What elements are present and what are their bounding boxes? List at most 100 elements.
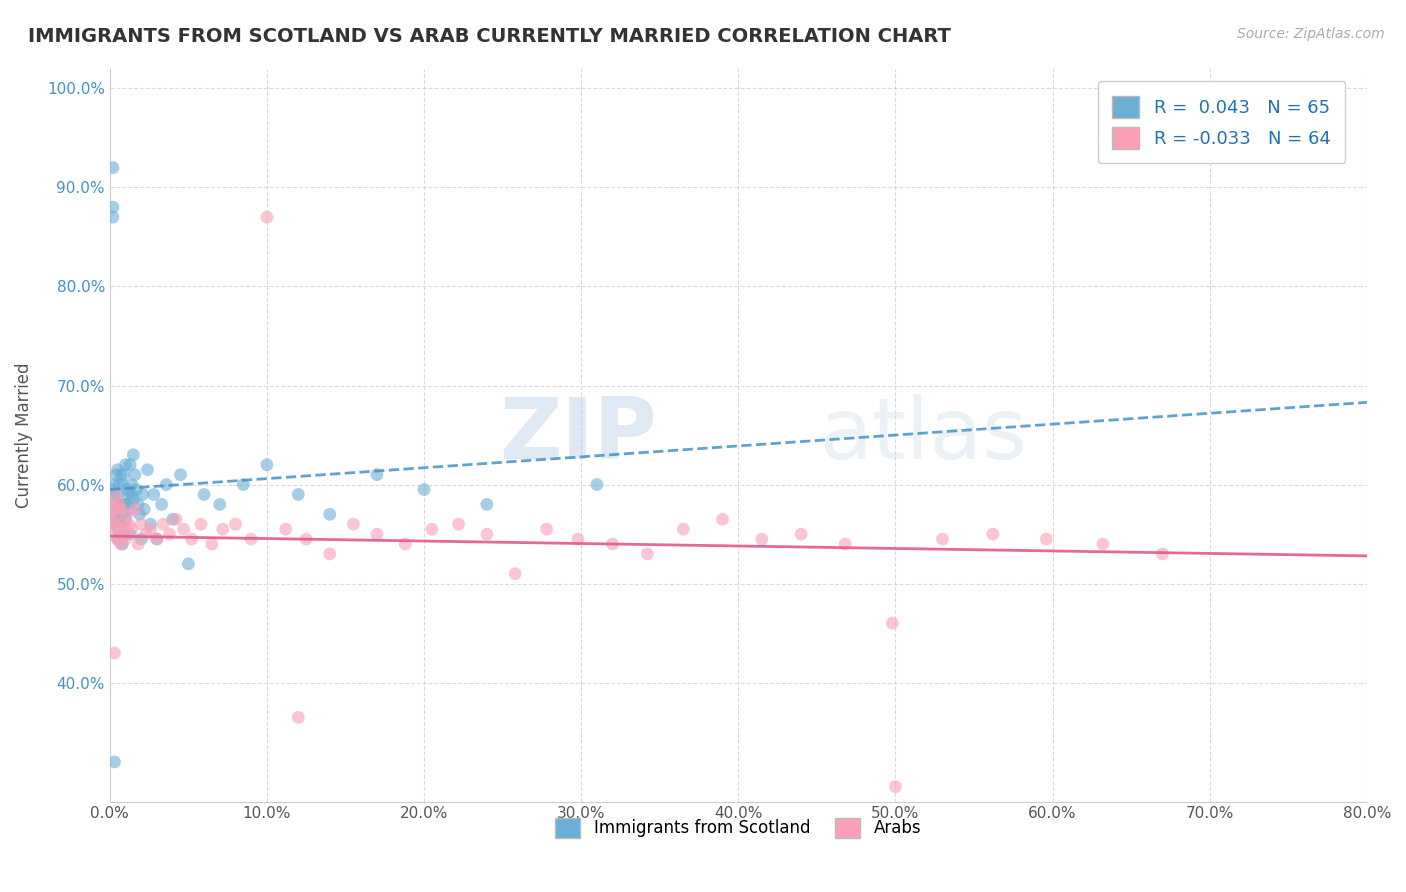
Point <box>224 517 246 532</box>
Point <box>107 508 129 522</box>
Point <box>602 537 624 551</box>
Point <box>107 463 129 477</box>
Point <box>111 477 134 491</box>
Point <box>475 497 498 511</box>
Point <box>101 200 124 214</box>
Point <box>107 532 129 546</box>
Point <box>111 508 134 522</box>
Point <box>100 512 122 526</box>
Point <box>159 527 181 541</box>
Point <box>790 527 813 541</box>
Point <box>108 477 131 491</box>
Point <box>152 517 174 532</box>
Point <box>129 532 152 546</box>
Point <box>274 522 297 536</box>
Point <box>101 497 124 511</box>
Point <box>146 532 169 546</box>
Point <box>142 487 165 501</box>
Point <box>139 522 162 536</box>
Point <box>112 527 135 541</box>
Point <box>103 522 125 536</box>
Point <box>413 483 436 497</box>
Point <box>394 537 416 551</box>
Point <box>295 532 318 546</box>
Point <box>115 508 138 522</box>
Point <box>111 517 134 532</box>
Point <box>136 463 159 477</box>
Point <box>256 210 278 224</box>
Point <box>105 497 128 511</box>
Text: ZIP: ZIP <box>499 393 657 476</box>
Point <box>105 467 128 482</box>
Point <box>882 616 904 631</box>
Point <box>108 497 131 511</box>
Point <box>101 210 124 224</box>
Point <box>108 522 131 536</box>
Point <box>103 477 125 491</box>
Point <box>751 532 773 546</box>
Point <box>120 458 142 472</box>
Point <box>366 467 388 482</box>
Point <box>111 537 134 551</box>
Point <box>180 532 202 546</box>
Point <box>190 517 212 532</box>
Point <box>177 557 200 571</box>
Point <box>105 487 128 501</box>
Point <box>475 527 498 541</box>
Point <box>1152 547 1174 561</box>
Point <box>105 517 128 532</box>
Point <box>127 497 149 511</box>
Point <box>420 522 443 536</box>
Point <box>110 537 132 551</box>
Y-axis label: Currently Married: Currently Married <box>15 362 32 508</box>
Point <box>139 517 162 532</box>
Point <box>193 487 215 501</box>
Point <box>107 532 129 546</box>
Point <box>124 467 146 482</box>
Point <box>121 477 143 491</box>
Point <box>342 517 364 532</box>
Point <box>135 527 157 541</box>
Point <box>110 517 132 532</box>
Point <box>110 502 132 516</box>
Point <box>122 448 145 462</box>
Point <box>101 161 124 175</box>
Point <box>287 487 309 501</box>
Point <box>105 517 128 532</box>
Point <box>107 532 129 546</box>
Point <box>319 547 342 561</box>
Point <box>567 532 589 546</box>
Point <box>100 483 122 497</box>
Point <box>114 512 136 526</box>
Text: atlas: atlas <box>820 393 1028 476</box>
Point <box>120 527 142 541</box>
Point <box>1091 537 1114 551</box>
Point <box>981 527 1004 541</box>
Point <box>672 522 695 536</box>
Legend: Immigrants from Scotland, Arabs: Immigrants from Scotland, Arabs <box>548 811 928 845</box>
Point <box>169 467 191 482</box>
Point <box>112 467 135 482</box>
Point <box>108 512 131 526</box>
Point <box>110 467 132 482</box>
Point <box>256 458 278 472</box>
Point <box>208 497 231 511</box>
Point <box>121 487 143 501</box>
Point <box>150 497 173 511</box>
Point <box>128 508 150 522</box>
Point <box>124 502 146 516</box>
Point <box>108 502 131 516</box>
Point <box>366 527 388 541</box>
Point <box>711 512 734 526</box>
Point <box>146 532 169 546</box>
Point <box>586 477 609 491</box>
Point <box>114 497 136 511</box>
Point <box>201 537 224 551</box>
Point <box>155 477 177 491</box>
Point <box>103 487 125 501</box>
Point <box>127 537 149 551</box>
Point <box>287 710 309 724</box>
Point <box>134 502 156 516</box>
Point <box>162 512 184 526</box>
Point <box>884 780 907 794</box>
